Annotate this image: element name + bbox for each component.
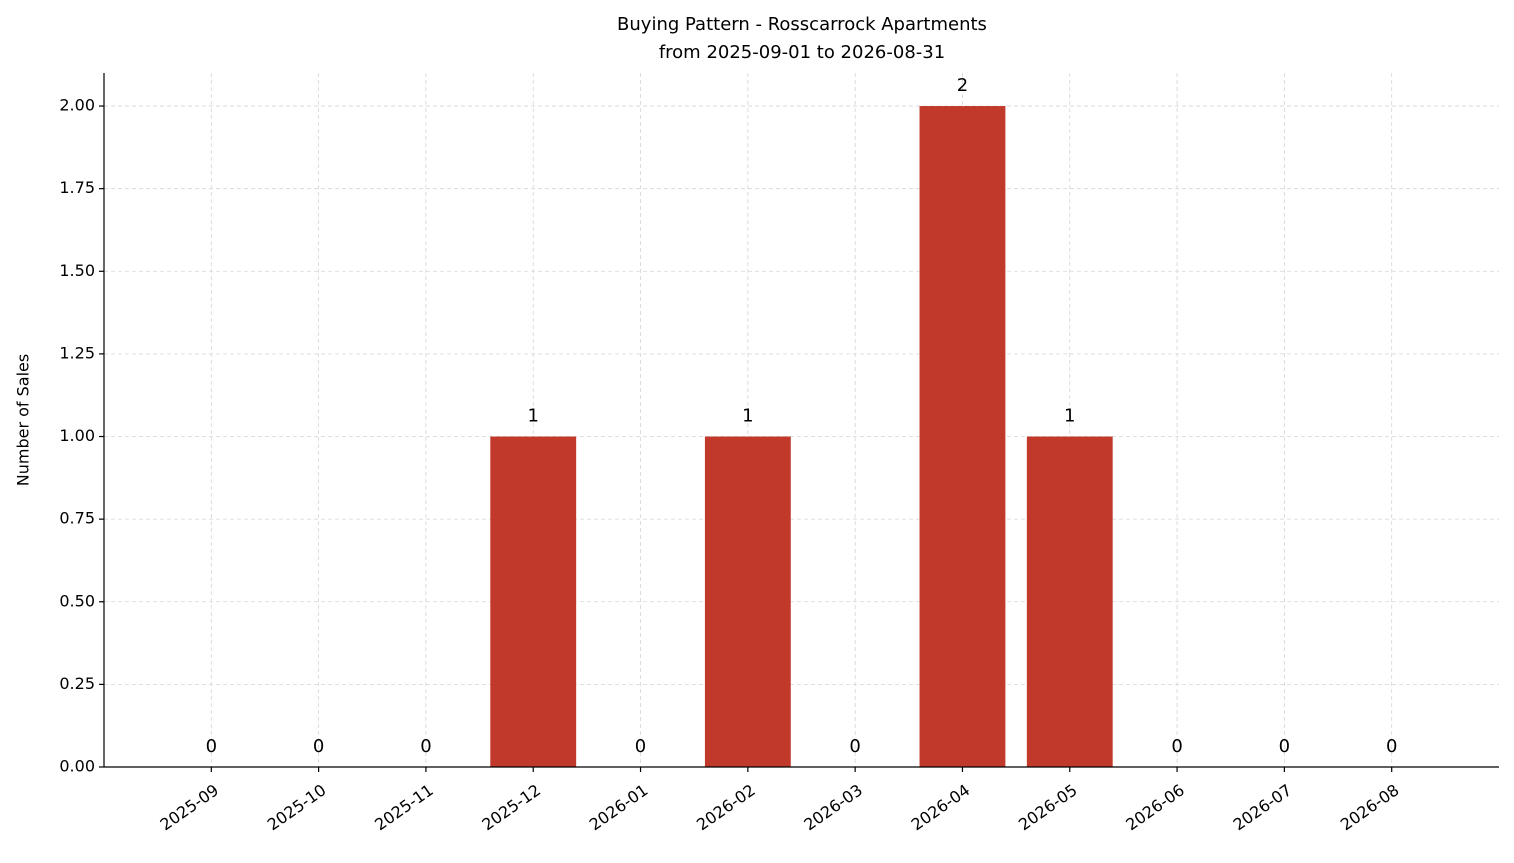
y-tick-label: 0.75 (59, 509, 95, 528)
y-tick-label: 0.50 (59, 591, 95, 610)
y-tick-label: 2.00 (59, 96, 95, 115)
y-tick-label: 1.50 (59, 261, 95, 280)
x-tick-label: 2026-06 (1122, 780, 1188, 834)
y-tick-label: 0.25 (59, 674, 95, 693)
x-tick-label: 2026-08 (1337, 780, 1403, 834)
y-axis-label: Number of Sales (14, 354, 33, 486)
x-tick-label: 2025-12 (478, 780, 544, 834)
value-label: 0 (635, 736, 646, 757)
value-label: 0 (1386, 736, 1397, 757)
bar (919, 106, 1006, 768)
y-tick-label: 1.00 (59, 426, 95, 445)
bar (704, 436, 791, 767)
value-label: 0 (420, 736, 431, 757)
value-label: 1 (742, 406, 753, 427)
chart-title: Buying Pattern - Rosscarrock Apartments (617, 14, 987, 35)
value-label: 0 (849, 736, 860, 757)
value-label: 0 (206, 736, 217, 757)
value-label: 0 (1171, 736, 1182, 757)
value-label: 1 (1064, 406, 1075, 427)
value-label: 0 (1279, 736, 1290, 757)
y-tick-label: 1.75 (59, 178, 95, 197)
chart-subtitle: from 2025-09-01 to 2026-08-31 (659, 42, 945, 63)
x-tick-label: 2025-11 (371, 780, 437, 834)
x-tick-label: 2026-04 (908, 780, 974, 834)
y-tick-label: 1.25 (59, 343, 95, 362)
x-tick-label: 2026-01 (586, 780, 652, 834)
x-tick-label: 2026-02 (693, 780, 759, 834)
x-tick-label: 2026-05 (1015, 780, 1081, 834)
bar (1026, 436, 1113, 767)
bar (490, 436, 577, 767)
x-tick-label: 2025-10 (264, 780, 330, 834)
x-tick-label: 2026-07 (1230, 780, 1296, 834)
value-label: 2 (957, 75, 968, 96)
y-tick-label: 0.00 (59, 757, 95, 776)
value-label: 0 (313, 736, 324, 757)
x-tick-label: 2026-03 (800, 780, 866, 834)
x-tick-label: 2025-09 (157, 780, 223, 834)
value-label: 1 (528, 406, 539, 427)
